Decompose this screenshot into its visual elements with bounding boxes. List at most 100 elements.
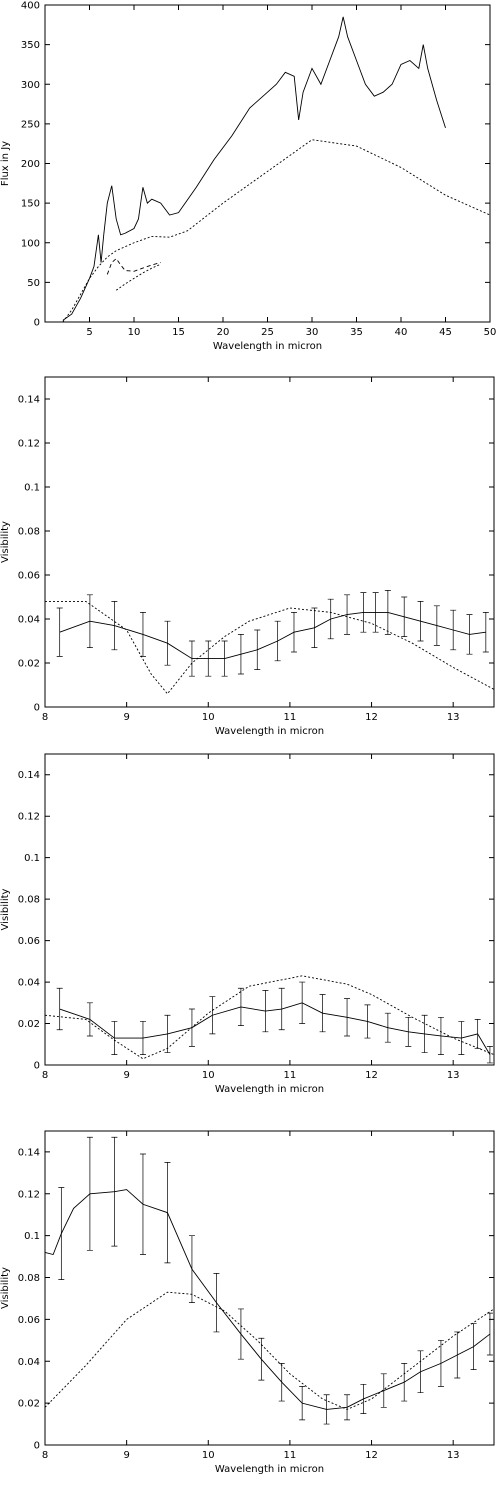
error-bar — [401, 1363, 408, 1402]
x-tick-label: 10 — [128, 327, 141, 338]
error-bar — [482, 612, 489, 653]
series-line — [115, 263, 161, 291]
error-bar — [421, 1014, 428, 1053]
error-bar — [278, 1363, 285, 1402]
error-bar — [254, 629, 261, 670]
error-bar — [327, 598, 334, 640]
x-tick-label: 5 — [86, 327, 92, 338]
error-bar — [278, 987, 285, 1031]
error-bar — [364, 1004, 371, 1039]
plot-frame — [44, 4, 491, 323]
series-line — [62, 139, 491, 323]
x-tick-label: 9 — [123, 712, 129, 723]
x-axis-label: Wavelength in micron — [215, 726, 324, 737]
y-tick-label: 0.02 — [18, 1019, 40, 1030]
y-tick-label: 0 — [34, 1441, 40, 1452]
y-tick-label: 150 — [21, 199, 40, 210]
y-tick-label: 0.14 — [18, 770, 40, 781]
error-bar — [262, 990, 269, 1033]
error-bar — [470, 1323, 477, 1370]
y-tick-label: 400 — [21, 1, 40, 12]
x-tick-label: 12 — [365, 1070, 378, 1081]
y-tick-label: 300 — [21, 80, 40, 91]
error-bar — [139, 612, 146, 657]
error-bar — [344, 594, 351, 635]
error-bar — [384, 590, 391, 635]
y-axis-label: Flux in Jy — [0, 141, 11, 186]
x-tick-label: 10 — [202, 1070, 215, 1081]
error-bar — [237, 634, 244, 675]
error-bar — [380, 1373, 387, 1408]
x-tick-label: 13 — [447, 712, 460, 723]
y-tick-label: 0.1 — [24, 853, 40, 864]
series-line — [44, 1291, 495, 1410]
error-bar — [86, 1002, 93, 1037]
error-bar — [433, 605, 440, 646]
y-tick-label: 0 — [34, 1061, 40, 1072]
y-tick-label: 0 — [34, 703, 40, 714]
y-tick-label: 0.1 — [24, 483, 40, 494]
error-bar — [205, 640, 212, 677]
x-tick-label: 9 — [123, 1070, 129, 1081]
error-bar — [111, 1021, 118, 1055]
series-line — [62, 16, 446, 321]
x-tick-label: 11 — [284, 712, 297, 723]
x-tick-label: 25 — [261, 327, 274, 338]
error-bar — [237, 1308, 244, 1360]
y-tick-label: 350 — [21, 40, 40, 51]
y-tick-label: 0.08 — [18, 527, 40, 538]
y-tick-label: 0.12 — [18, 1189, 40, 1200]
x-tick-label: 8 — [42, 712, 48, 723]
error-bar — [360, 1383, 367, 1414]
error-bar — [311, 607, 318, 648]
y-tick-label: 100 — [21, 238, 40, 249]
x-tick-label: 10 — [202, 712, 215, 723]
error-bar — [466, 614, 473, 655]
error-bar — [139, 1021, 146, 1055]
y-axis-label: Visibility — [0, 521, 11, 563]
x-tick-label: 35 — [350, 327, 363, 338]
series-line — [44, 975, 495, 1060]
error-bar — [111, 601, 118, 651]
series-line — [44, 1189, 491, 1410]
error-bar — [360, 592, 367, 633]
error-bar — [86, 594, 93, 648]
error-bar — [299, 981, 306, 1024]
series-line — [45, 600, 495, 695]
error-bar — [237, 987, 244, 1026]
error-bar — [188, 640, 195, 677]
error-bar — [164, 620, 171, 666]
y-tick-label: 0.04 — [18, 1357, 40, 1368]
error-bar — [274, 620, 281, 662]
x-tick-label: 50 — [484, 327, 497, 338]
x-tick-label: 8 — [42, 1070, 48, 1081]
x-axis-label: Wavelength in micron — [213, 341, 322, 352]
y-tick-label: 0.12 — [18, 439, 40, 450]
x-tick-label: 8 — [42, 1450, 48, 1461]
error-bar — [213, 1273, 220, 1333]
error-bar — [56, 607, 63, 657]
y-tick-label: 0 — [34, 318, 40, 329]
error-bar — [437, 1016, 444, 1055]
error-bar — [209, 996, 216, 1035]
plot-frame — [44, 753, 495, 1066]
error-bar — [86, 1136, 93, 1251]
x-tick-label: 13 — [447, 1070, 460, 1081]
series-line — [59, 611, 486, 660]
y-tick-label: 0.14 — [18, 1147, 40, 1158]
error-bar — [401, 596, 408, 637]
x-tick-label: 10 — [202, 1450, 215, 1461]
y-tick-label: 0.12 — [18, 812, 40, 823]
error-bar — [372, 592, 379, 633]
x-axis-label: Wavelength in micron — [215, 1464, 324, 1475]
series-line — [106, 257, 161, 275]
error-bar — [221, 640, 228, 677]
error-bar — [290, 612, 297, 653]
plot-frame — [44, 1130, 495, 1446]
y-tick-label: 200 — [21, 159, 40, 170]
y-tick-label: 0.04 — [18, 978, 40, 989]
error-bar — [437, 1339, 444, 1387]
y-tick-label: 250 — [21, 119, 40, 130]
